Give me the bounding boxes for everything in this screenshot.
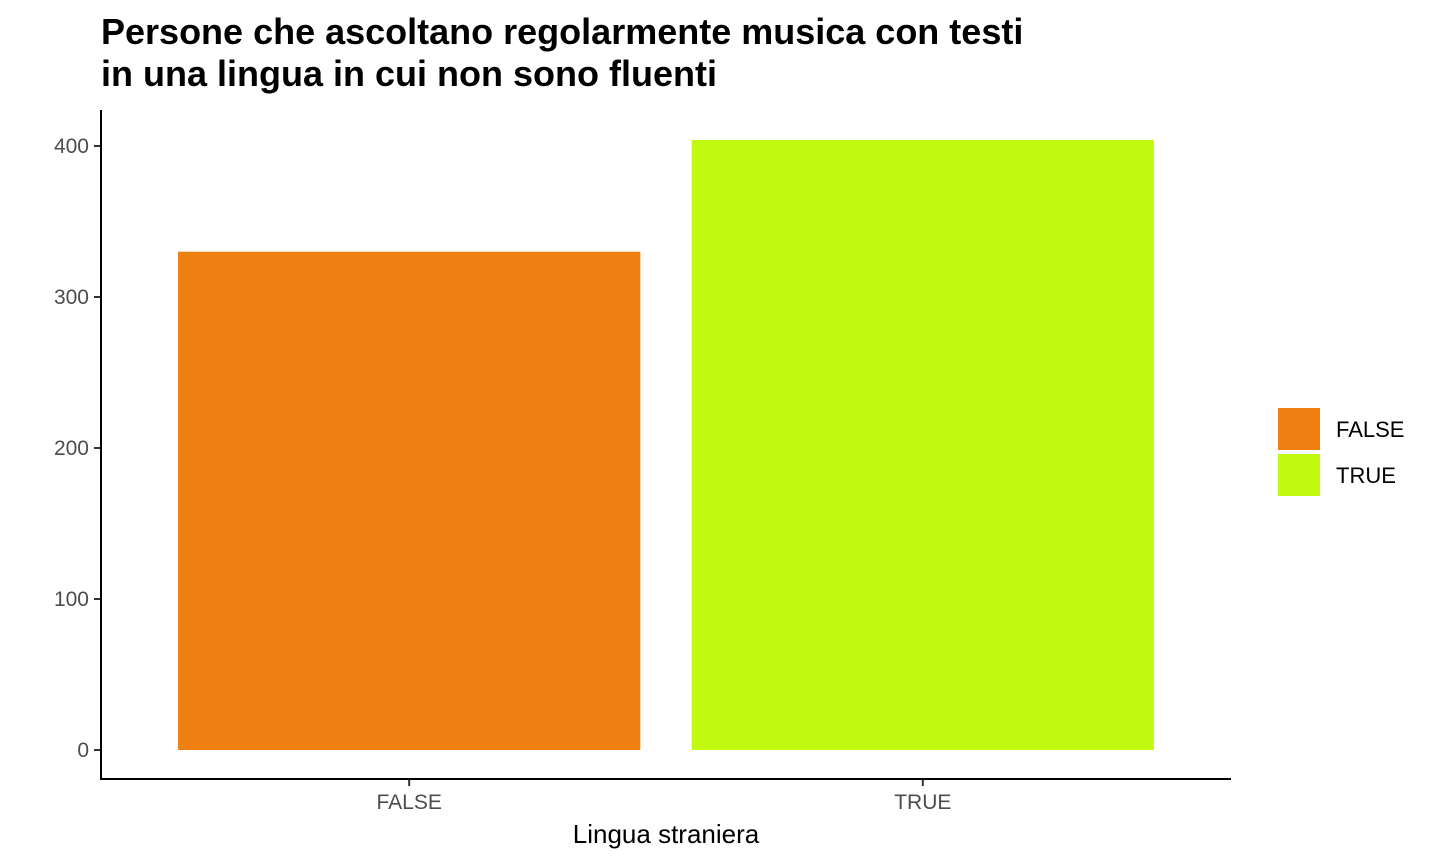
x-tick-label: FALSE	[376, 791, 441, 814]
y-axis-ticks: 0 100 200 300 400	[54, 135, 101, 762]
legend: FALSE TRUE	[1278, 408, 1404, 496]
y-tick-label: 100	[54, 588, 89, 611]
x-axis-ticks: FALSE TRUE	[376, 779, 951, 814]
y-tick-label: 0	[77, 739, 89, 762]
bars-group	[178, 139, 1154, 750]
x-tick-label: TRUE	[894, 791, 951, 814]
chart-title: Persone che ascoltano regolarmente music…	[101, 11, 1023, 94]
bar-true	[691, 139, 1154, 750]
legend-swatch-false	[1278, 408, 1320, 450]
legend-swatch-true	[1278, 454, 1320, 496]
bar-false	[178, 251, 641, 750]
x-axis-title: Lingua straniera	[573, 819, 760, 849]
legend-label-false: FALSE	[1336, 417, 1404, 442]
y-tick-label: 300	[54, 286, 89, 309]
y-tick-label: 400	[54, 135, 89, 158]
y-tick-label: 200	[54, 437, 89, 460]
chart-title-line-1: Persone che ascoltano regolarmente music…	[101, 11, 1023, 52]
chart-title-line-2: in una lingua in cui non sono fluenti	[101, 53, 717, 94]
legend-label-true: TRUE	[1336, 463, 1396, 488]
